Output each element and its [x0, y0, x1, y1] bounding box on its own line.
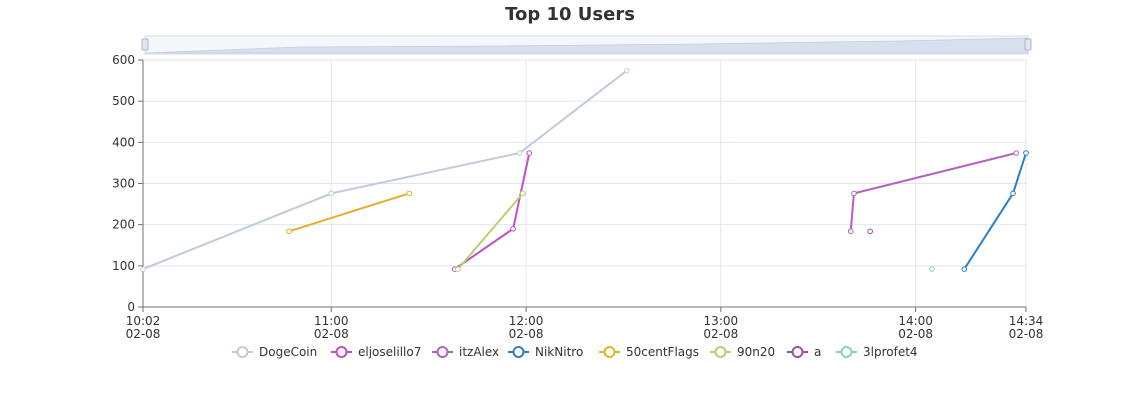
legend-label: itzAlex — [459, 345, 499, 359]
legend: DogeCoin eljoselillo7 itzAlex NikNitro 50cen… — [232, 345, 918, 359]
data-point[interactable] — [140, 266, 146, 272]
series-line-itzalex — [849, 152, 1017, 232]
y-axis: 0 100 200 300 400 500 600 — [112, 53, 144, 314]
legend-marker — [335, 346, 348, 358]
x-tick-label-time: 12:00 — [509, 314, 544, 328]
series-line-50centflags — [288, 192, 410, 233]
legend-marker — [236, 346, 249, 358]
legend-marker — [840, 346, 853, 358]
y-tick-label: 600 — [112, 53, 135, 67]
x-tick-label-date: 02-08 — [314, 327, 349, 341]
x-tick-label-time: 13:00 — [704, 314, 739, 328]
data-zoom-slider[interactable] — [141, 35, 1032, 55]
x-tick-label-date: 02-08 — [898, 327, 933, 341]
data-point[interactable] — [1010, 190, 1016, 197]
legend-marker — [603, 346, 616, 358]
data-point[interactable] — [867, 228, 873, 235]
data-point[interactable] — [526, 150, 533, 156]
data-point[interactable] — [847, 228, 854, 235]
series-50centflags — [286, 190, 412, 235]
data-zoom-left-handle[interactable] — [141, 38, 149, 51]
legend-item-90n20[interactable]: 90n20 — [710, 345, 775, 359]
legend-label: 50centFlags — [626, 345, 699, 359]
x-tick-label-time: 10:02 — [126, 314, 161, 328]
series-line-niknitro — [963, 152, 1027, 270]
legend-marker — [791, 346, 804, 358]
x-tick-label-date: 02-08 — [509, 327, 544, 341]
data-point[interactable] — [961, 266, 968, 272]
legend-marker — [436, 346, 449, 358]
series-line-eljoselillo7 — [454, 152, 531, 270]
legend-label: 90n20 — [737, 345, 775, 359]
data-point[interactable] — [455, 266, 461, 272]
data-point[interactable] — [1023, 150, 1029, 156]
legend-item-eljoselillo7[interactable]: eljoselillo7 — [331, 345, 421, 359]
chart-title: Top 10 Users — [505, 4, 635, 25]
x-tick-label-time: 11:00 — [314, 314, 349, 328]
data-point[interactable] — [516, 150, 523, 156]
legend-label: DogeCoin — [259, 345, 317, 359]
y-tick-label: 100 — [112, 259, 135, 273]
legend-item-3lprofet4[interactable]: 3lprofet4 — [836, 345, 918, 359]
data-point[interactable] — [286, 228, 292, 235]
data-point[interactable] — [510, 225, 516, 232]
y-tick-label: 0 — [127, 300, 135, 314]
series-line-dogecoin — [142, 69, 628, 271]
legend-marker — [714, 346, 727, 358]
y-tick-label: 500 — [112, 94, 135, 108]
x-tick-label-date: 02-08 — [1009, 327, 1044, 341]
legend-label: eljoselillo7 — [358, 345, 421, 359]
legend-item-itzalex[interactable]: itzAlex — [432, 345, 499, 359]
legend-item-dogecoin[interactable]: DogeCoin — [232, 345, 317, 359]
series-niknitro — [961, 150, 1029, 272]
series-layer — [140, 67, 1029, 272]
x-tick-label-date: 02-08 — [703, 327, 738, 341]
series-line-90n20 — [457, 192, 524, 270]
series-eljoselillo7 — [451, 150, 533, 272]
x-tick-label-date: 02-08 — [126, 327, 161, 341]
series-dogecoin — [140, 67, 630, 272]
data-point[interactable] — [1013, 150, 1020, 156]
data-point[interactable] — [929, 266, 935, 272]
series-90n20 — [455, 190, 526, 272]
y-tick-label: 300 — [112, 177, 135, 191]
data-zoom-right-handle[interactable] — [1024, 38, 1032, 51]
x-tick-label-time: 14:34 — [1009, 314, 1044, 328]
legend-label: a — [814, 345, 821, 359]
data-point[interactable] — [520, 190, 526, 197]
legend-item-a[interactable]: a — [787, 345, 821, 359]
grid — [143, 59, 1027, 307]
x-tick-label-time: 14:00 — [898, 314, 933, 328]
legend-item-50centflags[interactable]: 50centFlags — [599, 345, 699, 359]
legend-label: 3lprofet4 — [863, 345, 918, 359]
series-a — [867, 228, 873, 235]
legend-item-niknitro[interactable]: NikNitro — [508, 345, 583, 359]
y-tick-label: 200 — [112, 218, 135, 232]
data-point[interactable] — [623, 67, 630, 74]
series-itzalex — [847, 150, 1020, 235]
data-point[interactable] — [406, 190, 412, 197]
legend-label: NikNitro — [535, 345, 583, 359]
series-3lprofet4 — [929, 266, 935, 272]
data-point[interactable] — [851, 190, 857, 197]
x-axis: 10:0202-0811:0002-0812:0002-0813:0002-08… — [126, 306, 1044, 341]
y-tick-label: 400 — [112, 135, 135, 149]
legend-marker — [512, 346, 525, 358]
data-point[interactable] — [328, 190, 335, 197]
